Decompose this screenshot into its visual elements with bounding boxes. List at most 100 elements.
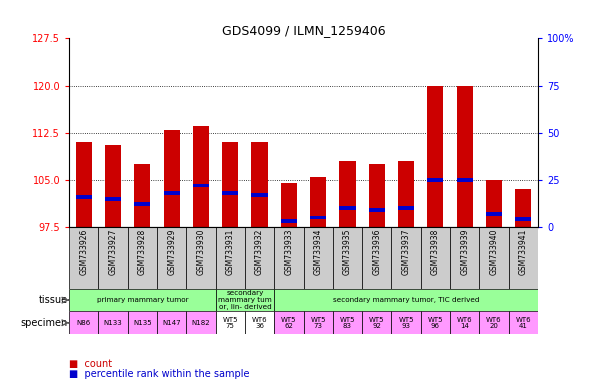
Text: GSM733938: GSM733938 xyxy=(431,229,440,275)
Text: N147: N147 xyxy=(162,320,181,326)
Text: secondary mammary tumor, TIC derived: secondary mammary tumor, TIC derived xyxy=(333,297,480,303)
Text: tissue: tissue xyxy=(38,295,68,305)
Bar xyxy=(163,191,180,195)
Bar xyxy=(304,311,333,334)
Bar xyxy=(362,227,391,289)
Bar xyxy=(310,215,326,219)
Bar xyxy=(398,206,414,210)
Bar xyxy=(391,227,421,289)
Text: N135: N135 xyxy=(133,320,151,326)
Bar xyxy=(76,195,92,199)
Bar xyxy=(508,311,538,334)
Bar xyxy=(99,227,127,289)
Bar xyxy=(216,289,274,311)
Bar xyxy=(157,227,186,289)
Bar xyxy=(245,227,274,289)
Text: WT5
83: WT5 83 xyxy=(340,316,355,329)
Bar xyxy=(368,208,385,212)
Bar xyxy=(427,178,444,182)
Bar xyxy=(274,289,538,311)
Text: ■  percentile rank within the sample: ■ percentile rank within the sample xyxy=(69,369,249,379)
Text: N133: N133 xyxy=(104,320,123,326)
Bar xyxy=(340,161,356,227)
Bar xyxy=(427,86,444,227)
Bar xyxy=(450,227,480,289)
Bar xyxy=(421,227,450,289)
Title: GDS4099 / ILMN_1259406: GDS4099 / ILMN_1259406 xyxy=(222,24,385,37)
Bar xyxy=(480,227,508,289)
Bar xyxy=(274,311,304,334)
Text: WT5
62: WT5 62 xyxy=(281,316,297,329)
Text: GSM733941: GSM733941 xyxy=(519,229,528,275)
Bar xyxy=(281,183,297,227)
Bar xyxy=(134,202,150,206)
Bar xyxy=(186,227,216,289)
Text: WT6
14: WT6 14 xyxy=(457,316,472,329)
Bar xyxy=(281,219,297,223)
Text: WT6
20: WT6 20 xyxy=(486,316,502,329)
Text: GSM733926: GSM733926 xyxy=(79,229,88,275)
Text: WT6
36: WT6 36 xyxy=(252,316,267,329)
Bar xyxy=(486,180,502,227)
Bar xyxy=(193,126,209,227)
Bar xyxy=(76,142,92,227)
Text: GSM733927: GSM733927 xyxy=(109,229,118,275)
Bar xyxy=(362,311,391,334)
Text: GSM733930: GSM733930 xyxy=(197,229,206,275)
Bar xyxy=(186,311,216,334)
Bar xyxy=(457,86,473,227)
Text: ■  count: ■ count xyxy=(69,359,112,369)
Bar xyxy=(157,311,186,334)
Text: WT5
73: WT5 73 xyxy=(310,316,326,329)
Bar xyxy=(450,311,480,334)
Bar xyxy=(251,142,267,227)
Text: WT5
93: WT5 93 xyxy=(398,316,414,329)
Text: GSM733929: GSM733929 xyxy=(167,229,176,275)
Text: GSM733932: GSM733932 xyxy=(255,229,264,275)
Text: secondary
mammary tum
or, lin- derived: secondary mammary tum or, lin- derived xyxy=(218,290,272,310)
Bar xyxy=(310,177,326,227)
Text: N182: N182 xyxy=(192,320,210,326)
Text: GSM733935: GSM733935 xyxy=(343,229,352,275)
Bar xyxy=(222,191,239,195)
Text: GSM733936: GSM733936 xyxy=(372,229,381,275)
Bar xyxy=(333,227,362,289)
Text: WT6
41: WT6 41 xyxy=(516,316,531,329)
Text: GSM733931: GSM733931 xyxy=(226,229,235,275)
Bar xyxy=(105,145,121,227)
Text: GSM733939: GSM733939 xyxy=(460,229,469,275)
Text: WT5
92: WT5 92 xyxy=(369,316,385,329)
Bar xyxy=(480,311,508,334)
Bar xyxy=(193,184,209,187)
Bar xyxy=(99,311,127,334)
Bar xyxy=(398,161,414,227)
Bar xyxy=(216,311,245,334)
Bar xyxy=(486,212,502,215)
Bar xyxy=(508,227,538,289)
Bar xyxy=(368,164,385,227)
Text: N86: N86 xyxy=(77,320,91,326)
Bar xyxy=(105,197,121,200)
Bar xyxy=(128,311,157,334)
Bar xyxy=(69,289,216,311)
Bar xyxy=(340,206,356,210)
Text: WT5
75: WT5 75 xyxy=(222,316,238,329)
Bar xyxy=(134,164,150,227)
Text: specimen: specimen xyxy=(20,318,68,328)
Bar xyxy=(222,142,239,227)
Text: GSM733934: GSM733934 xyxy=(314,229,323,275)
Text: GSM733933: GSM733933 xyxy=(284,229,293,275)
Text: WT5
96: WT5 96 xyxy=(427,316,443,329)
Text: GSM733928: GSM733928 xyxy=(138,229,147,275)
Bar xyxy=(251,193,267,197)
Bar xyxy=(515,189,531,227)
Bar xyxy=(245,311,274,334)
Bar xyxy=(391,311,421,334)
Bar xyxy=(69,311,99,334)
Bar xyxy=(69,227,99,289)
Bar xyxy=(515,217,531,221)
Bar xyxy=(163,129,180,227)
Bar xyxy=(274,227,304,289)
Bar xyxy=(333,311,362,334)
Text: GSM733940: GSM733940 xyxy=(489,229,498,275)
